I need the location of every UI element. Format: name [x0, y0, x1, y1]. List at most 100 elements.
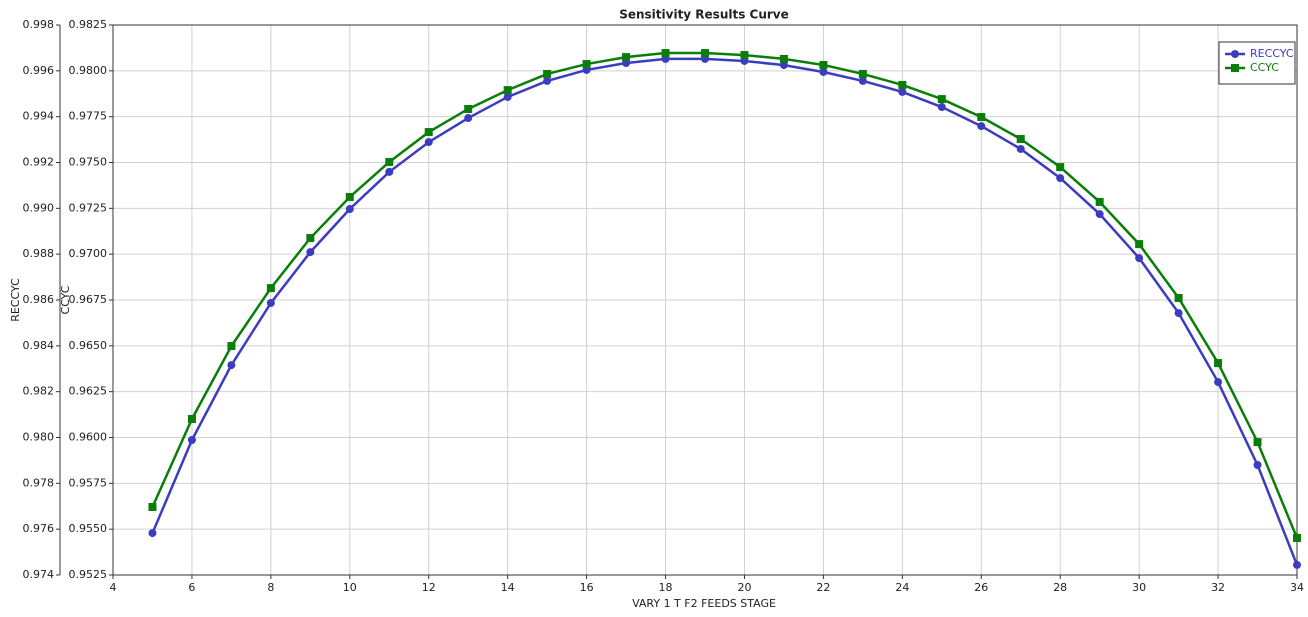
data-point	[1016, 144, 1025, 153]
y2-tick-label: 0.9700	[69, 247, 108, 260]
data-point	[898, 87, 907, 96]
data-point	[740, 51, 749, 60]
x-tick-label: 26	[974, 581, 988, 594]
data-point	[779, 54, 788, 63]
x-tick-label: 32	[1211, 581, 1225, 594]
data-point	[858, 76, 867, 85]
y-tick-label: 0.996	[23, 64, 55, 77]
y-axis-label: RECCYC	[9, 278, 22, 322]
data-point	[1214, 359, 1223, 368]
y-tick-label: 0.990	[23, 201, 55, 214]
data-point	[1095, 197, 1104, 206]
x-tick-label: 14	[501, 581, 515, 594]
data-point	[1056, 163, 1065, 172]
y2-tick-label: 0.9550	[69, 522, 108, 535]
data-point	[187, 414, 196, 423]
data-point	[1293, 560, 1301, 569]
plot-frame	[112, 24, 1298, 576]
data-point	[1214, 378, 1223, 387]
y-tick-label: 0.988	[23, 247, 55, 260]
data-point	[1253, 438, 1262, 447]
data-point	[819, 60, 828, 69]
y-tick-label: 0.980	[23, 431, 55, 444]
x-tick-label: 16	[580, 581, 594, 594]
data-point	[503, 92, 512, 101]
y2-tick-label: 0.9800	[69, 64, 108, 77]
legend-marker	[1231, 64, 1239, 72]
data-point	[819, 67, 828, 76]
y2-axis-label: CCYC	[59, 285, 72, 314]
data-point	[1135, 254, 1144, 263]
series-line	[151, 51, 1299, 539]
data-point	[424, 128, 433, 137]
x-tick-label: 6	[188, 581, 195, 594]
x-tick-label: 12	[422, 581, 436, 594]
data-point	[464, 114, 473, 123]
data-point	[858, 69, 867, 78]
y-tick-label: 0.978	[23, 476, 55, 489]
data-point	[661, 49, 670, 58]
data-point	[1253, 461, 1262, 469]
y2-tick-label: 0.9625	[69, 385, 108, 398]
data-point	[977, 122, 986, 131]
x-tick-label: 10	[343, 581, 357, 594]
y2-tick-label: 0.9775	[69, 110, 108, 123]
data-point	[543, 76, 552, 85]
x-tick-label: 22	[816, 581, 830, 594]
data-point	[385, 157, 394, 166]
x-tick-label: 28	[1053, 581, 1067, 594]
x-tick-label: 24	[895, 581, 909, 594]
legend-label: RECCYC	[1250, 47, 1294, 60]
y-tick-label: 0.994	[23, 110, 55, 123]
y2-tick-label: 0.9825	[69, 18, 108, 31]
data-point	[266, 298, 275, 307]
data-point	[227, 361, 236, 370]
data-point	[385, 167, 394, 176]
x-tick-label: 4	[110, 581, 117, 594]
data-point	[937, 95, 946, 104]
data-point	[977, 113, 986, 122]
data-point	[345, 205, 354, 214]
data-point	[543, 69, 552, 78]
data-point	[701, 49, 709, 58]
legend-label: CCYC	[1250, 61, 1279, 74]
data-point	[148, 529, 157, 538]
series-line	[151, 57, 1299, 566]
x-axis-label: VARY 1 T F2 FEEDS STAGE	[632, 597, 776, 610]
data-point	[464, 104, 473, 113]
legend-box	[1218, 41, 1296, 85]
y2-tick-label: 0.9575	[69, 476, 108, 489]
y-tick-label: 0.992	[23, 156, 55, 169]
data-point	[345, 192, 354, 201]
data-point	[622, 53, 631, 62]
x-tick-label: 30	[1132, 581, 1146, 594]
data-point	[266, 284, 275, 293]
x-tick-label: 8	[267, 581, 274, 594]
chart-title: Sensitivity Results Curve	[619, 8, 789, 22]
x-tick-label: 18	[659, 581, 673, 594]
data-point	[1135, 240, 1144, 249]
y-tick-label: 0.974	[23, 568, 55, 581]
y2-tick-label: 0.9525	[69, 568, 108, 581]
data-point	[148, 502, 157, 511]
x-tick-label: 20	[737, 581, 751, 594]
y2-tick-label: 0.9600	[69, 431, 108, 444]
y2-tick-label: 0.9675	[69, 293, 108, 306]
y-tick-label: 0.982	[23, 385, 55, 398]
data-point	[1174, 309, 1183, 318]
data-point	[898, 80, 907, 89]
y-tick-label: 0.986	[23, 293, 55, 306]
x-tick-label: 34	[1290, 581, 1304, 594]
data-point	[1016, 135, 1025, 144]
data-point	[1174, 293, 1183, 302]
y2-tick-label: 0.9750	[69, 156, 108, 169]
y-tick-label: 0.976	[23, 522, 55, 535]
data-point	[503, 86, 512, 95]
data-point	[306, 234, 315, 243]
y-tick-label: 0.998	[23, 18, 55, 31]
data-point	[1095, 210, 1104, 219]
y-tick-label: 0.984	[23, 339, 55, 352]
data-point	[306, 248, 315, 257]
